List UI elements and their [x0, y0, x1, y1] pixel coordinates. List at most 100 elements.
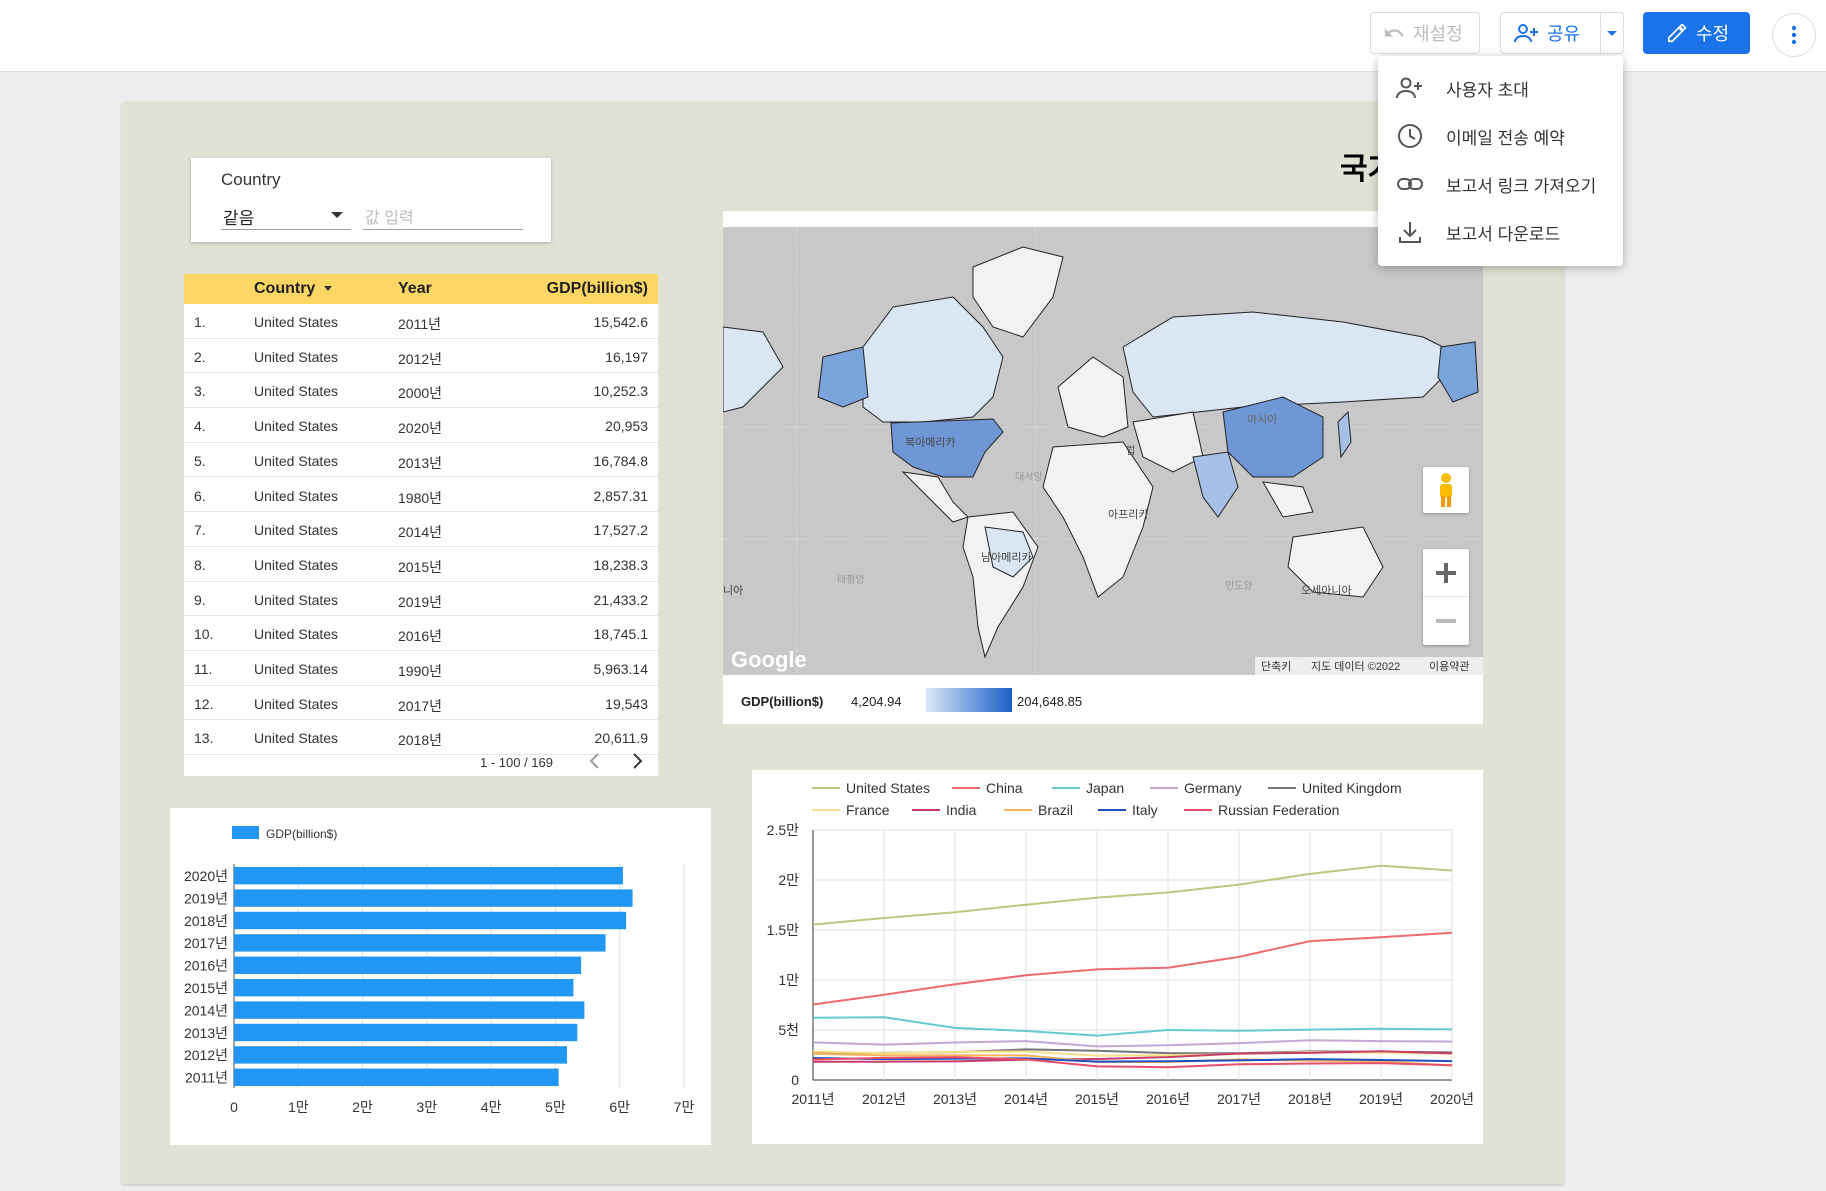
line-legend-label: Russian Federation [1218, 802, 1339, 818]
line-y-tick: 2만 [778, 872, 799, 888]
row-index: 9. [194, 591, 206, 608]
row-country: United States [254, 452, 339, 469]
bar-mark[interactable] [234, 1068, 559, 1086]
download-icon [1399, 222, 1421, 243]
table-row[interactable]: 2. United States 2012년 16,197 [184, 339, 658, 374]
bar-mark[interactable] [234, 1023, 578, 1042]
table-row[interactable]: 4. United States 2020년 20,953 [184, 408, 658, 443]
zoom-in-button[interactable] [1423, 549, 1469, 597]
table-row[interactable]: 11. United States 1990년 5,963.14 [184, 651, 658, 686]
bar-mark[interactable] [234, 934, 606, 952]
row-country: United States [254, 522, 339, 539]
russia-left-shape [723, 326, 784, 413]
gdp-table: Country Year GDP(billion$) 1. United Stat… [184, 274, 658, 776]
line-x-tick: 2017년 [1217, 1091, 1261, 1107]
map-view[interactable]: 북아메리카 남아메리카 아프리카 아시아 럽 오세아니아 대서양 태평양 인도양… [723, 227, 1483, 675]
menu-item-schedule-email[interactable]: 이메일 전송 예약 [1378, 112, 1623, 160]
table-row[interactable]: 10. United States 2016년 18,745.1 [184, 616, 658, 651]
line-series[interactable] [812, 1057, 1453, 1063]
line-series[interactable] [812, 931, 1453, 1006]
line-x-tick: 2016년 [1146, 1091, 1190, 1107]
row-index: 12. [194, 695, 214, 712]
line-series[interactable] [812, 864, 1453, 926]
table-header: Country Year GDP(billion$) [184, 274, 658, 304]
bar-mark[interactable] [234, 1046, 567, 1064]
google-logo: Google [731, 647, 807, 672]
header-gdp[interactable]: GDP(billion$) [546, 280, 648, 297]
header-year[interactable]: Year [398, 280, 432, 297]
row-gdp: 2,857.31 [593, 487, 649, 504]
street-view-pegman-button[interactable] [1423, 467, 1469, 513]
row-index: 11. [194, 661, 213, 677]
bar-mark[interactable] [234, 911, 627, 930]
line-legend-label: Germany [1184, 780, 1242, 796]
line-x-tick: 2014년 [1004, 1091, 1048, 1107]
bar-mark[interactable] [234, 867, 623, 885]
map-terms-link[interactable]: 이용약관 [1429, 659, 1469, 673]
line-y-tick: 0 [791, 1072, 799, 1088]
line-y-tick: 1만 [778, 972, 799, 988]
map-legend-metric: GDP(billion$) [741, 694, 824, 709]
table-row[interactable]: 3. United States 2000년 10,252.3 [184, 373, 658, 409]
row-country: United States [254, 418, 339, 435]
line-series[interactable] [812, 1016, 1453, 1037]
caret-down-icon [1607, 30, 1617, 36]
bar-mark[interactable] [234, 889, 633, 907]
bar-mark[interactable] [234, 1001, 585, 1019]
bar-x-tick: 0 [230, 1099, 238, 1115]
line-series[interactable] [812, 1050, 1453, 1063]
menu-item-invite-users[interactable]: 사용자 초대 [1378, 64, 1623, 112]
bar-y-tick: 2017년 [184, 935, 228, 951]
table-row[interactable]: 1. United States 2011년 15,542.6 [184, 304, 658, 339]
table-pagination: 1 - 100 / 169 [184, 748, 658, 776]
table-row[interactable]: 8. United States 2015년 18,238.3 [184, 547, 658, 582]
row-gdp: 21,433.2 [593, 591, 649, 608]
table-row[interactable]: 5. United States 2013년 16,784.8 [184, 443, 658, 478]
filter-value-input[interactable]: 값 입력 [363, 200, 523, 230]
chevron-right-icon[interactable] [630, 752, 644, 770]
row-gdp: 15,542.6 [593, 314, 649, 330]
table-row[interactable]: 13. United States 2018년 20,611.9 [184, 720, 658, 756]
usa-shape [890, 418, 1004, 478]
bar-mark[interactable] [234, 979, 574, 997]
world-map: 북아메리카 남아메리카 아프리카 아시아 럽 오세아니아 대서양 태평양 인도양… [723, 227, 1483, 675]
caret-down-icon [331, 212, 343, 218]
map-legend-min: 4,204.94 [851, 694, 902, 709]
header-country[interactable]: Country [254, 280, 332, 298]
clock-icon [1398, 124, 1422, 148]
table-row[interactable]: 6. United States 1980년 2,857.31 [184, 478, 658, 513]
more-options-button[interactable] [1772, 13, 1816, 57]
greenland-shape [972, 246, 1064, 338]
menu-item-download-report[interactable]: 보고서 다운로드 [1378, 208, 1623, 256]
header-country-label: Country [254, 280, 316, 297]
table-row[interactable]: 9. United States 2019년 21,433.2 [184, 582, 658, 617]
line-series[interactable] [812, 1056, 1453, 1069]
map-shortcuts-link[interactable]: 단축키 [1261, 660, 1291, 673]
row-country: United States [254, 591, 339, 608]
geo-map-card: 북아메리카 남아메리카 아프리카 아시아 럽 오세아니아 대서양 태평양 인도양… [723, 211, 1483, 724]
plus-icon [1436, 562, 1456, 583]
filter-operator-select[interactable]: 같음 [221, 200, 351, 230]
map-legend-max: 204,648.85 [1017, 694, 1083, 709]
edit-button[interactable]: 수정 [1643, 12, 1750, 54]
chevron-left-icon[interactable] [588, 752, 602, 770]
row-country: United States [254, 487, 339, 504]
table-row[interactable]: 7. United States 2014년 17,527.2 [184, 512, 658, 547]
row-index: 3. [194, 383, 206, 400]
reset-button[interactable]: 재설정 [1370, 12, 1480, 54]
reset-label: 재설정 [1413, 24, 1463, 44]
bar-mark[interactable] [234, 956, 582, 974]
menu-item-get-link[interactable]: 보고서 링크 가져오기 [1378, 160, 1623, 208]
bar-y-tick: 2020년 [184, 868, 228, 884]
bar-y-tick: 2014년 [184, 1002, 228, 1018]
line-legend-label: Japan [1086, 780, 1124, 796]
label-indian: 인도양 [1225, 580, 1253, 592]
bar-y-tick: 2019년 [184, 890, 228, 906]
table-row[interactable]: 12. United States 2017년 19,543 [184, 686, 658, 721]
zoom-out-button[interactable] [1423, 597, 1469, 645]
row-index: 8. [194, 556, 206, 573]
line-legend-label: Brazil [1038, 802, 1073, 818]
label-north-america: 북아메리카 [905, 436, 956, 449]
share-dropdown-button[interactable] [1600, 12, 1624, 54]
line-series[interactable] [812, 1039, 1453, 1048]
